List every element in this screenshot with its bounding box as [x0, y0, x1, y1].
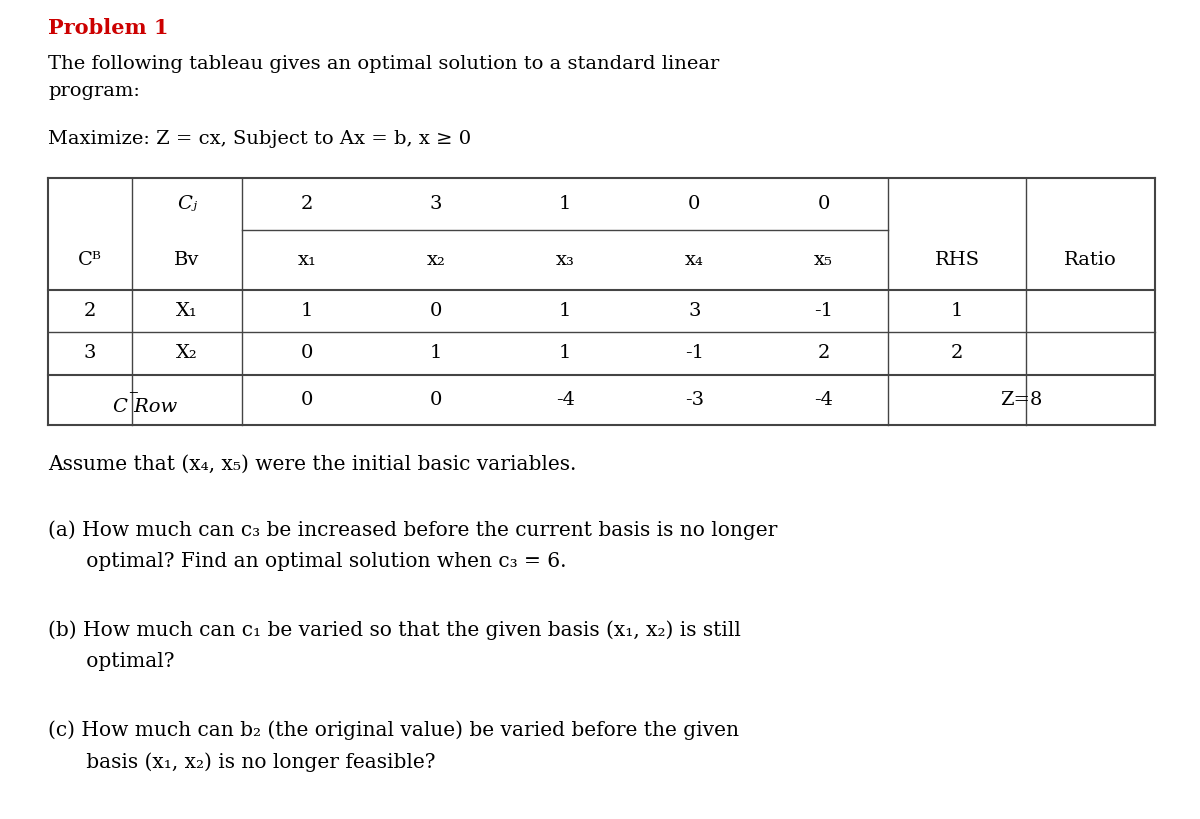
- Text: 1: 1: [559, 345, 571, 363]
- Text: 2: 2: [84, 302, 96, 320]
- Text: 0: 0: [430, 302, 443, 320]
- Text: -1: -1: [685, 345, 704, 363]
- Text: 2: 2: [817, 345, 829, 363]
- Text: 0: 0: [301, 391, 313, 409]
- Text: optimal?: optimal?: [48, 652, 174, 671]
- Text: -3: -3: [685, 391, 704, 409]
- Text: -4: -4: [814, 391, 833, 409]
- Text: basis (x₁, x₂) is no longer feasible?: basis (x₁, x₂) is no longer feasible?: [48, 752, 436, 771]
- Text: Cᴮ: Cᴮ: [78, 251, 102, 269]
- Text: 1: 1: [430, 345, 443, 363]
- Text: 0: 0: [430, 391, 443, 409]
- Text: 0: 0: [301, 345, 313, 363]
- Text: 1: 1: [559, 302, 571, 320]
- Text: 2: 2: [950, 345, 964, 363]
- Text: Maximize: Z = cx, Subject to Ax = b, x ≥ 0: Maximize: Z = cx, Subject to Ax = b, x ≥…: [48, 130, 472, 148]
- Text: -1: -1: [814, 302, 833, 320]
- Text: 3: 3: [688, 302, 701, 320]
- Text: 3: 3: [84, 345, 96, 363]
- Text: x₅: x₅: [814, 251, 833, 269]
- Text: 1: 1: [559, 195, 571, 213]
- Text: RHS: RHS: [935, 251, 979, 269]
- Text: 1: 1: [950, 302, 964, 320]
- Text: Problem 1: Problem 1: [48, 18, 168, 38]
- Text: 0: 0: [817, 195, 829, 213]
- Text: 1: 1: [301, 302, 313, 320]
- Text: Z=8: Z=8: [1001, 391, 1043, 409]
- Text: 0: 0: [688, 195, 701, 213]
- Text: Assume that (x₄, x₅) were the initial basic variables.: Assume that (x₄, x₅) were the initial ba…: [48, 455, 576, 474]
- Text: Ratio: Ratio: [1064, 251, 1117, 269]
- Text: Bᴠ: Bᴠ: [174, 251, 199, 269]
- Text: optimal? Find an optimal solution when c₃ = 6.: optimal? Find an optimal solution when c…: [48, 552, 566, 571]
- Text: program:: program:: [48, 82, 140, 100]
- Text: -4: -4: [556, 391, 575, 409]
- Text: Cⱼ: Cⱼ: [176, 195, 197, 213]
- Text: –: –: [128, 383, 138, 401]
- Text: 2: 2: [301, 195, 313, 213]
- Text: x₁: x₁: [298, 251, 317, 269]
- Text: x₂: x₂: [427, 251, 445, 269]
- Text: (b) How much can c₁ be varied so that the given basis (x₁, x₂) is still: (b) How much can c₁ be varied so that th…: [48, 620, 740, 640]
- Text: C Row: C Row: [113, 398, 178, 416]
- Text: X₂: X₂: [176, 345, 198, 363]
- Text: 3: 3: [430, 195, 443, 213]
- Text: The following tableau gives an optimal solution to a standard linear: The following tableau gives an optimal s…: [48, 55, 719, 73]
- Text: (a) How much can c₃ be increased before the current basis is no longer: (a) How much can c₃ be increased before …: [48, 520, 778, 540]
- Text: x₃: x₃: [556, 251, 575, 269]
- Text: x₄: x₄: [685, 251, 704, 269]
- Text: (c) How much can b₂ (the original value) be varied before the given: (c) How much can b₂ (the original value)…: [48, 720, 739, 740]
- Text: X₁: X₁: [176, 302, 198, 320]
